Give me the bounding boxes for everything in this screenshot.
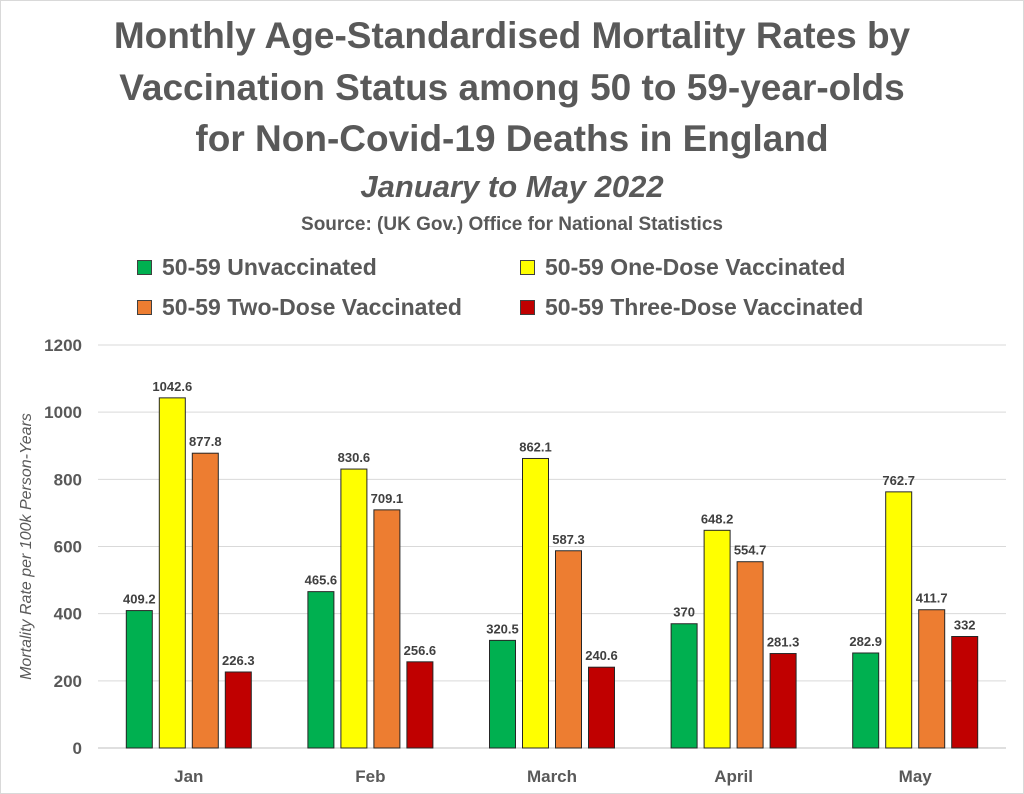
legend-swatch-unvaccinated [137,259,152,275]
data-label: 226.3 [222,653,255,668]
data-label: 282.9 [849,634,882,649]
chart-title-line-2: Vaccination Status among 50 to 59-year-o… [119,67,905,108]
data-label: 587.3 [552,532,585,547]
bar [769,653,797,749]
data-label: 411.7 [916,591,948,606]
chart-subtitle: January to May 2022 [360,169,664,204]
legend-item-three-dose: 50-59 Three-Dose Vaccinated [520,292,863,322]
y-tick-label: 800 [54,470,82,489]
legend-swatch-three-dose [520,299,535,315]
bar [125,610,153,749]
bar [340,468,368,749]
data-label: 240.6 [585,648,618,663]
data-label: 1042.6 [152,379,192,394]
bar [307,591,335,749]
bar [918,609,946,749]
y-tick-label: 200 [54,672,82,691]
bar [522,457,549,749]
bar [191,452,219,749]
data-label: 465.6 [305,573,338,588]
bar [736,561,764,749]
legend-item-one-dose: 50-59 One-Dose Vaccinated [520,252,845,282]
chart-source: Source: (UK Gov.) Office for National St… [301,214,723,235]
y-tick-label: 0 [73,739,82,758]
legend-label-unvaccinated: 50-59 Unvaccinated [162,253,377,280]
bar [373,509,401,749]
data-label: 648.2 [701,511,734,526]
bar [951,636,979,749]
legend-item-unvaccinated: 50-59 Unvaccinated [137,252,377,282]
y-tick-label: 400 [54,605,82,624]
bar [588,666,615,749]
data-label: 409.2 [123,592,156,607]
legend-swatch-two-dose [137,299,152,315]
x-tick-label: Jan [174,767,203,786]
chart-title-line-1: Monthly Age-Standardised Mortality Rates… [113,15,911,56]
bar [489,639,516,749]
legend-swatch-one-dose [520,259,535,275]
data-label: 762.7 [882,473,915,488]
data-label: 332 [954,618,976,633]
data-label: 877.8 [189,434,222,449]
data-label: 709.1 [371,491,404,506]
bar [406,661,434,749]
y-tick-label: 600 [54,538,82,557]
x-tick-label: April [714,767,753,786]
chart-title-line-3: for Non-Covid-19 Deaths in England [195,118,829,159]
data-label: 830.6 [338,450,371,465]
bar [703,529,731,749]
bar [885,491,913,749]
legend-label-one-dose: 50-59 One-Dose Vaccinated [545,253,846,280]
bar [852,652,880,749]
data-label: 370 [673,605,695,620]
legend-label-three-dose: 50-59 Three-Dose Vaccinated [545,293,864,320]
bar [224,671,252,749]
legend-label-two-dose: 50-59 Two-Dose Vaccinated [162,293,462,320]
data-label: 320.5 [486,621,519,636]
data-label: 256.6 [404,643,437,658]
data-label: 554.7 [734,543,767,558]
legend-item-two-dose: 50-59 Two-Dose Vaccinated [137,292,462,322]
bar [555,550,582,749]
x-tick-label: March [527,767,577,786]
x-tick-label: Feb [355,767,385,786]
bar [670,623,698,749]
bar [158,397,186,749]
x-tick-label: May [899,767,933,786]
y-tick-label: 1000 [44,403,82,422]
data-label: 281.3 [767,635,800,650]
data-label: 862.1 [519,439,552,454]
y-axis-label: Mortality Rate per 100k Person-Years [18,413,35,680]
y-tick-label: 1200 [44,336,82,355]
